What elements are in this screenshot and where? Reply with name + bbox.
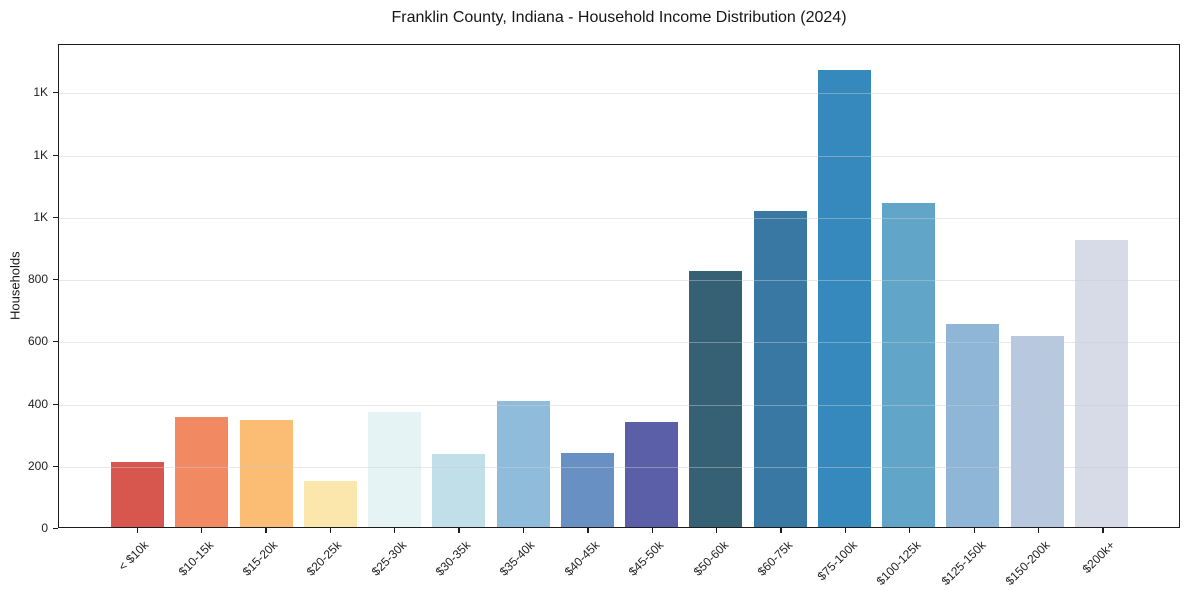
y-tick-mark xyxy=(53,403,58,405)
x-tick-label: $20-25k xyxy=(304,538,345,579)
y-tick-mark xyxy=(53,528,58,530)
x-tick-mark xyxy=(909,528,911,533)
x-tick-mark xyxy=(265,528,267,533)
x-tick-mark xyxy=(716,528,718,533)
x-tick-mark xyxy=(394,528,396,533)
x-tick-mark xyxy=(973,528,975,533)
bar-$30-35k xyxy=(432,454,486,527)
bar-$60-75k xyxy=(753,210,807,527)
x-tick-label: $50-60k xyxy=(690,538,731,579)
bar-$45-50k xyxy=(625,421,679,527)
x-tick-mark xyxy=(458,528,460,533)
x-cell-$150-200k: $150-200k xyxy=(1003,528,1064,588)
bar-$15-20k xyxy=(239,420,293,527)
x-cell-$35-40k: $35-40k xyxy=(496,528,549,588)
bar-$150-200k xyxy=(1010,336,1064,527)
x-tick-mark xyxy=(1037,528,1040,533)
x-tick-label: $25-30k xyxy=(368,538,409,579)
x-tick-mark xyxy=(587,528,589,533)
x-cell-$45-50k: $45-50k xyxy=(625,528,678,588)
x-tick-label: $10-15k xyxy=(175,538,216,579)
x-tick-mark xyxy=(844,528,847,533)
y-tick-label: 1K xyxy=(33,85,48,100)
x-axis: < $10k $10-15k $15-20k $20-25k $25-30k $30-35… xyxy=(110,528,1129,588)
bar-$10-15k xyxy=(175,416,229,527)
y-axis: 0 200 400 600 800 1K 1K 1K xyxy=(0,44,58,535)
bar-$25-30k xyxy=(368,412,422,527)
x-tick-label: $40-45k xyxy=(561,538,603,579)
bar-$100-125k xyxy=(882,203,936,527)
x-cell-$30-35k: $30-35k xyxy=(432,528,485,588)
y-tick-label: 800 xyxy=(27,272,48,286)
x-tick-label: $100-125k xyxy=(874,538,925,589)
y-tick-label: 0 xyxy=(41,521,48,535)
y-tick-mark xyxy=(53,279,58,281)
x-cell-$50-60k: $50-60k xyxy=(690,528,743,588)
x-tick-label: $45-50k xyxy=(625,538,667,579)
x-tick-mark xyxy=(651,528,653,533)
bar-$40-45k xyxy=(560,452,614,527)
x-cell-$25-30k: $25-30k xyxy=(368,528,421,588)
chart-title: Franklin County, Indiana - Household Inc… xyxy=(391,9,847,26)
x-tick-label: $15-20k xyxy=(239,538,281,579)
bar-$50-60k xyxy=(689,271,743,527)
x-tick-label: $30-35k xyxy=(432,538,474,579)
x-cell-$125-150k: $125-150k xyxy=(938,528,1000,588)
bars-container xyxy=(111,45,1128,527)
y-tick-mark xyxy=(53,216,58,218)
y-tick-mark xyxy=(53,92,58,94)
bar-$35-40k xyxy=(496,401,550,527)
y-tick-label: 400 xyxy=(27,396,48,411)
x-cell-$200k+: $200k+ xyxy=(1076,528,1129,588)
y-tick-label: 200 xyxy=(27,458,48,473)
x-cell-$75-100k: $75-100k xyxy=(814,528,871,588)
x-tick-mark xyxy=(329,528,331,533)
x-cell-$100-125k: $100-125k xyxy=(874,528,936,588)
bar-$75-100k xyxy=(817,69,871,527)
x-cell-$40-45k: $40-45k xyxy=(561,528,614,588)
bar-$200k+ xyxy=(1074,240,1128,527)
x-cell-$60-75k: $60-75k xyxy=(754,528,807,588)
x-tick-mark xyxy=(136,528,138,533)
x-cell-$15-20k: $15-20k xyxy=(239,528,292,588)
bar-$20-25k xyxy=(303,480,357,527)
x-tick-label: < $10k xyxy=(115,538,152,574)
y-tick-label: 1K xyxy=(33,209,48,224)
x-tick-label: $150-200k xyxy=(1002,538,1053,589)
y-tick-mark xyxy=(53,341,58,343)
y-tick-mark xyxy=(53,465,58,467)
x-tick-mark xyxy=(200,528,203,533)
x-cell-$10-15k: $10-15k xyxy=(174,528,227,588)
plot-area xyxy=(58,44,1180,528)
x-tick-label: $200k+ xyxy=(1079,538,1118,576)
x-cell-< $10k: < $10k xyxy=(110,528,163,588)
x-tick-label: $35-40k xyxy=(497,538,538,579)
y-tick-label: 1K xyxy=(33,147,48,162)
x-tick-label: $60-75k xyxy=(754,538,796,579)
x-cell-$20-25k: $20-25k xyxy=(303,528,356,588)
x-tick-label: $75-100k xyxy=(814,538,860,584)
x-tick-mark xyxy=(780,528,782,533)
y-tick-label: 600 xyxy=(27,334,48,349)
bar-< $10k xyxy=(111,461,164,527)
x-tick-label: $125-150k xyxy=(938,538,989,589)
x-tick-mark xyxy=(1102,528,1104,533)
x-tick-mark xyxy=(522,528,525,533)
bar-$125-150k xyxy=(946,323,1000,527)
y-tick-mark xyxy=(53,154,58,156)
